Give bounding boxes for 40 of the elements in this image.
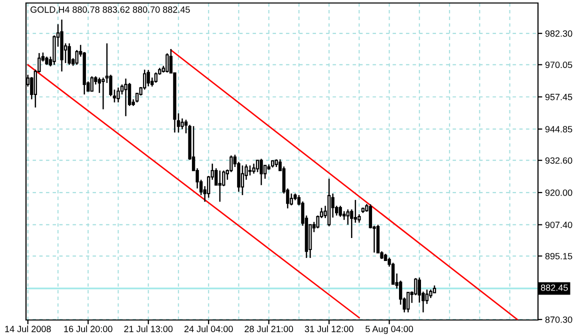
candlestick: [350, 208, 354, 239]
candlestick: [252, 163, 256, 174]
candlestick: [260, 158, 263, 186]
candlestick: [154, 72, 158, 84]
y-tick-label: 982.30: [545, 30, 572, 37]
candlestick: [116, 86, 120, 103]
y-tick-label: 920.00: [545, 190, 572, 196]
candlestick: [346, 208, 350, 226]
candlestick: [124, 78, 128, 117]
candlestick: [75, 49, 78, 66]
candlestick: [68, 42, 71, 66]
y-tick-label: 895.15: [545, 252, 572, 260]
candlestick: [214, 168, 218, 186]
y-tick-label: 932.60: [545, 157, 572, 164]
x-tick-label: 16 Jul 20:00: [64, 326, 112, 332]
candlestick: [256, 160, 260, 173]
candlestick: [218, 170, 222, 202]
x-tick-label: 14 Jul 2008: [5, 326, 51, 332]
candlestick: [248, 164, 252, 176]
ref-line-label: 882.45: [540, 284, 568, 291]
y-tick-label: 944.85: [545, 126, 572, 132]
candlestick: [290, 192, 293, 206]
candlestick: [240, 164, 244, 196]
x-tick-label: 31 Jul 12:00: [304, 326, 354, 332]
candlestick: [146, 69, 150, 87]
x-tick-label: 24 Jul 04:00: [184, 326, 233, 332]
candlestick: [406, 292, 410, 313]
x-tick-label: 5 Aug 04:00: [366, 326, 414, 334]
x-tick-label: 28 Jul 21:00: [244, 326, 294, 332]
y-tick-label: 870.30: [545, 316, 572, 323]
candlestick: [90, 76, 94, 92]
candlestick: [338, 205, 342, 218]
y-tick-label: 970.05: [545, 62, 572, 68]
x-tick-label: 21 Jul 13:00: [124, 326, 173, 332]
chart-title: GOLD,H4 880.78 883.62 880.70 882.45: [30, 6, 190, 14]
candlestick: [166, 52, 169, 74]
y-tick-label: 907.40: [545, 222, 572, 228]
y-tick-label: 957.45: [545, 94, 572, 100]
candlestick: [425, 288, 429, 305]
candlestick: [180, 118, 184, 130]
